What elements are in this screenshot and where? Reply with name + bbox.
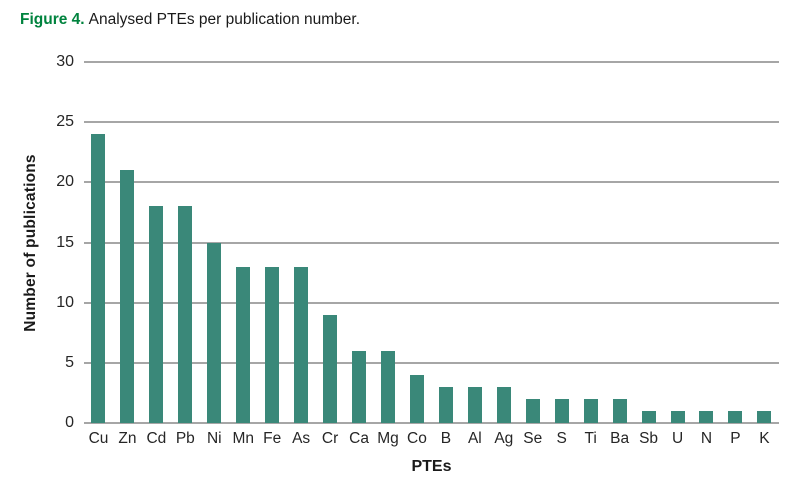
bar-slot-Mn: [229, 62, 258, 423]
y-tick-label-25: 25: [56, 113, 74, 131]
x-axis-title: PTEs: [411, 458, 452, 475]
bar-slot-P: [721, 62, 750, 423]
bar-slot-Co: [402, 62, 431, 423]
x-tick-label-Fe: Fe: [263, 430, 282, 447]
gridline-20: [84, 181, 779, 184]
bar-slot-S: [547, 62, 576, 423]
x-tick-label-Pb: Pb: [175, 430, 195, 447]
bar-Zn: [120, 170, 135, 423]
bar-Mg: [381, 350, 395, 423]
bar-Se: [525, 398, 540, 423]
figure-label: Figure 4.: [20, 11, 85, 28]
bar-Fe: [265, 266, 280, 423]
figure-caption: Figure 4. Analysed PTEs per publication n…: [20, 10, 360, 30]
gridline-30: [84, 61, 779, 63]
bar-slot-Ba: [605, 62, 634, 423]
x-tick-label-B: B: [440, 430, 452, 447]
x-tick-label-Co: Co: [407, 430, 427, 447]
bars-container: [84, 62, 779, 423]
y-tick-label-20: 20: [56, 173, 74, 191]
x-tick-label-Ni: Ni: [206, 430, 222, 447]
bar-slot-N: [692, 62, 721, 423]
x-tick-label-Ba: Ba: [610, 430, 630, 447]
gridline-0: [84, 422, 779, 424]
x-tick-label-U: U: [671, 430, 684, 447]
bar-Mn: [236, 266, 251, 423]
x-tick-label-N: N: [700, 430, 713, 447]
bar-Ca: [352, 350, 367, 423]
gridline-10: [84, 301, 779, 304]
bar-Cr: [323, 314, 338, 423]
x-tick-label-Mn: Mn: [232, 430, 255, 447]
y-tick-label-30: 30: [56, 53, 74, 70]
bar-slot-As: [287, 62, 316, 423]
gridline-25: [84, 121, 779, 124]
y-tick-label-0: 0: [65, 414, 74, 431]
x-tick-label-Cu: Cu: [88, 430, 109, 447]
gridline-5: [84, 361, 779, 364]
bar-U: [670, 410, 685, 423]
plot-area: 0 5 10 15 20 25 30 Cu Zn Cd Pb Ni Mn Fe As Cr Ca Mg Co B Al…: [56, 53, 779, 447]
bar-P: [728, 410, 743, 423]
x-tick-label-Al: Al: [467, 430, 482, 447]
bar-As: [294, 266, 309, 423]
bar-slot-Mg: [374, 62, 403, 423]
bar-slot-Ti: [576, 62, 605, 423]
figure-caption-text: Analysed PTEs per publication number.: [88, 11, 361, 28]
bar-Ba: [612, 398, 627, 423]
x-tick-label-Ca: Ca: [349, 430, 369, 447]
bar-slot-Ca: [345, 62, 374, 423]
x-tick-label-As: As: [292, 430, 311, 447]
y-tick-label-10: 10: [56, 293, 74, 311]
x-tick-label-P: P: [730, 430, 741, 447]
bar-slot-Zn: [113, 62, 142, 423]
bar-S: [554, 398, 569, 423]
bar-Ag: [496, 386, 511, 423]
bar-slot-Cr: [316, 62, 345, 423]
bar-Sb: [641, 410, 656, 423]
x-tick-label-Cd: Cd: [146, 430, 167, 447]
bar-slot-Se: [518, 62, 547, 423]
bar-slot-Cd: [142, 62, 171, 423]
gridline-15: [84, 241, 779, 244]
bar-slot-Cu: [84, 62, 113, 423]
x-tick-label-K: K: [759, 430, 770, 447]
bar-Cd: [149, 206, 164, 423]
x-tick-label-Zn: Zn: [118, 430, 137, 447]
bar-slot-K: [750, 62, 779, 423]
bar-Cu: [91, 134, 106, 423]
bar-slot-Fe: [258, 62, 287, 423]
bar-slot-B: [431, 62, 460, 423]
y-axis-title: Number of publications: [22, 154, 39, 332]
bar-slot-Ag: [489, 62, 518, 423]
bar-slot-Sb: [634, 62, 663, 423]
bar-slot-Al: [460, 62, 489, 423]
x-axis-ticks: Cu Zn Cd Pb Ni Mn Fe As Cr Ca Mg Co B Al Ag Se S Ti Ba Sb U N…: [84, 423, 779, 448]
x-tick-label-Sb: Sb: [639, 430, 659, 447]
bar-slot-Ni: [200, 62, 229, 423]
bar-B: [438, 386, 453, 423]
bar-Ti: [583, 398, 598, 423]
x-tick-label-Cr: Cr: [321, 430, 339, 447]
bar-Al: [467, 386, 482, 423]
x-tick-label-Mg: Mg: [377, 430, 399, 447]
bar-N: [699, 410, 714, 423]
bar-slot-U: [663, 62, 692, 423]
y-tick-label-5: 5: [65, 353, 74, 371]
x-tick-label-Ag: Ag: [494, 430, 514, 447]
bar-K: [757, 410, 772, 423]
bar-Pb: [178, 206, 193, 423]
y-tick-label-15: 15: [56, 233, 74, 251]
x-tick-label-Se: Se: [523, 430, 543, 447]
bar-Ni: [207, 242, 222, 423]
bar-Co: [409, 374, 424, 423]
bar-slot-Pb: [171, 62, 200, 423]
x-tick-label-Ti: Ti: [584, 430, 597, 447]
x-tick-label-S: S: [556, 430, 567, 447]
